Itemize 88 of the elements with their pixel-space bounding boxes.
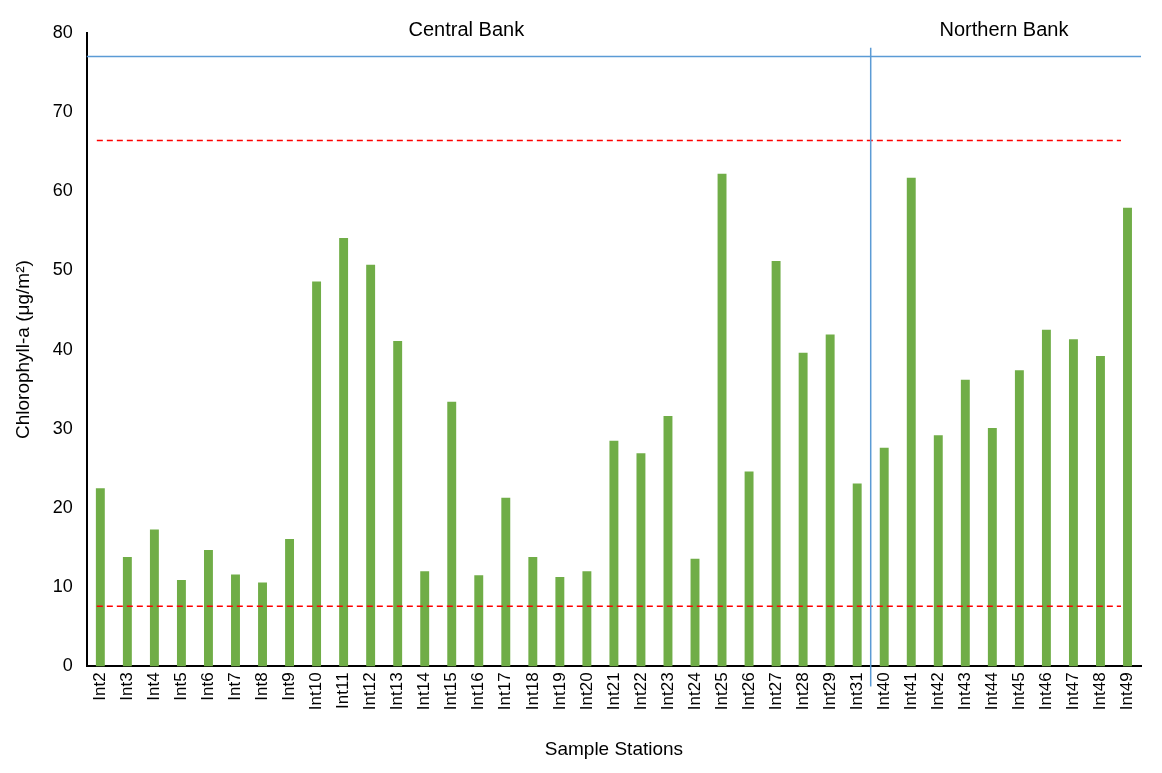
x-tick-label: Int43: [955, 672, 974, 711]
y-tick-label: 80: [52, 21, 73, 42]
x-tick-label: Int31: [846, 672, 866, 711]
x-tick-label: Int18: [522, 672, 542, 711]
bar: [960, 379, 970, 667]
annotation: Central Bank: [408, 18, 526, 41]
bar: [987, 428, 997, 667]
x-tick-label: Int47: [1063, 672, 1083, 711]
x-tick-label: Int2: [90, 672, 110, 701]
bar: [852, 483, 862, 667]
x-tick-label: Int40: [873, 672, 893, 711]
x-tick-label: Int13: [387, 672, 407, 711]
x-tick-label: Int29: [819, 672, 839, 711]
x-tick-label: Int48: [1090, 672, 1110, 711]
x-tick-label: Int3: [117, 672, 137, 701]
x-tick-label: Int21: [603, 672, 623, 711]
x-axis-title: Sample Stations: [544, 737, 684, 759]
x-tick-label: Int4: [144, 672, 164, 701]
annotation: Northern Bank: [939, 18, 1070, 41]
x-tick-label: Int12: [360, 672, 380, 711]
bar: [474, 575, 484, 667]
x-tick-label: Int8: [252, 672, 272, 701]
y-tick-label: 0: [62, 655, 73, 676]
bar: [231, 574, 240, 667]
y-tick-label: 70: [52, 100, 73, 121]
x-tick-label: Int41: [900, 672, 920, 711]
y-tick-label: 30: [52, 417, 73, 438]
bar: [825, 334, 835, 667]
bar: [798, 352, 808, 667]
bar: [393, 340, 403, 667]
x-tick-label: Int10: [306, 672, 326, 711]
x-tick-label: Int20: [576, 672, 596, 711]
x-tick-label: Int19: [549, 672, 569, 711]
y-tick-label: 40: [52, 338, 73, 359]
x-tick-label: Int25: [711, 672, 731, 711]
bar: [906, 177, 916, 667]
bar: [447, 401, 457, 667]
y-tick-label: 20: [52, 496, 73, 517]
x-tick-label: Int28: [792, 672, 812, 711]
bar: [1123, 207, 1132, 667]
x-tick-label: Int26: [738, 672, 758, 711]
bar: [1096, 355, 1105, 667]
bar: [1041, 329, 1051, 667]
bar: [1014, 370, 1024, 667]
bar: [744, 471, 754, 667]
bar: [366, 264, 376, 667]
x-tick-label: Int15: [441, 672, 461, 711]
x-tick-label: Int6: [198, 672, 218, 701]
bar: [771, 260, 781, 667]
bar: [312, 281, 322, 667]
bar: [582, 571, 592, 667]
bar: [1068, 339, 1078, 667]
bar: [501, 497, 511, 667]
x-tick-label: Int42: [927, 672, 947, 711]
bar: [339, 237, 349, 667]
x-tick-label: Int24: [684, 672, 704, 711]
x-tick-label: Int44: [982, 672, 1002, 711]
x-tick-label: Int49: [1117, 672, 1137, 711]
y-axis-title: Chlorophyll-a (μg/m²): [11, 260, 33, 440]
bar: [149, 529, 159, 667]
bar: [122, 557, 132, 667]
x-tick-label: Int17: [495, 672, 515, 711]
x-tick-label: Int22: [630, 672, 650, 711]
bar: [528, 557, 538, 667]
x-tick-label: Int23: [657, 672, 677, 711]
bar: [879, 447, 889, 667]
x-tick-label: Int5: [171, 672, 191, 701]
x-tick-label: Int9: [279, 672, 299, 701]
x-tick-label: Int46: [1036, 672, 1056, 711]
x-tick-label: Int45: [1009, 672, 1029, 711]
bar: [176, 580, 186, 667]
bar: [609, 440, 619, 667]
y-tick-label: 10: [52, 576, 73, 597]
x-tick-label: Int7: [225, 672, 245, 701]
bar: [95, 488, 105, 667]
x-tick-label: Int14: [414, 672, 434, 711]
bar: [933, 435, 943, 667]
x-tick-label: Int16: [468, 672, 488, 711]
y-tick-label: 60: [52, 180, 73, 201]
x-tick-label: Int11: [333, 672, 353, 709]
bar: [636, 453, 646, 667]
bar: [258, 582, 267, 667]
bar: [204, 549, 213, 667]
x-tick-label: Int27: [765, 672, 785, 711]
y-tick-label: 50: [52, 259, 73, 280]
bar: [420, 571, 430, 667]
bar: [285, 538, 295, 667]
bar: [555, 576, 565, 667]
